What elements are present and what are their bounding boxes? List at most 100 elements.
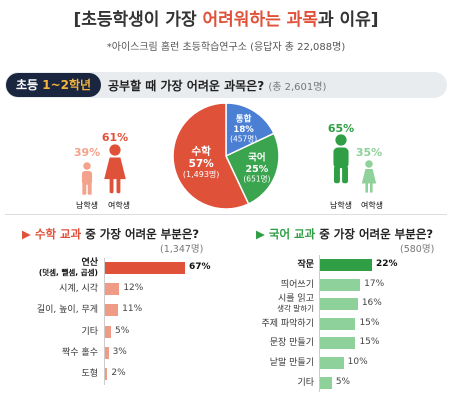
pie-label-수학-pct: 57% bbox=[189, 158, 215, 170]
korean-bar bbox=[320, 278, 361, 291]
math-bar-label-line: 도형 bbox=[81, 369, 98, 379]
math-bar bbox=[105, 304, 119, 317]
korean-axis-line bbox=[319, 255, 320, 393]
math-section-count: (1,347명) bbox=[160, 244, 204, 255]
korean-bar-value: 17% bbox=[364, 278, 385, 289]
math-bar bbox=[105, 262, 185, 274]
pie-label-국어-count: (651명) bbox=[243, 173, 270, 183]
male-right-leg bbox=[87, 183, 92, 195]
section-divider bbox=[5, 214, 447, 215]
math-bar-label-line: 길이, 높이, 무게 bbox=[36, 305, 98, 316]
korean-bar-label-line: 문장 만들기 bbox=[269, 338, 314, 349]
gender-math-group: 61% 39% 남학생 여학생 bbox=[74, 131, 130, 210]
female-left-leg bbox=[365, 182, 368, 193]
male-student-icon bbox=[333, 134, 349, 184]
title-open: [초등학생이 가장 bbox=[73, 10, 203, 30]
grade-badge: 초등 1~2학년 bbox=[6, 73, 102, 97]
pie-label-통합-pct: 18% bbox=[233, 125, 254, 135]
math-title-accent: 수학 교과 bbox=[34, 227, 82, 241]
pie-label-수학-count: (1,493명) bbox=[183, 169, 220, 179]
korean-title-prefix: ▶ bbox=[256, 227, 269, 241]
gender-korean-group: 65% 35% 남학생 여학생 bbox=[328, 122, 383, 210]
korean-bar-label: 작문 bbox=[204, 259, 314, 271]
female-left-leg bbox=[109, 178, 114, 194]
math-bar-label: 연산 (덧셈, 뺄셈, 곱셈) bbox=[0, 258, 98, 278]
math-bar-label-line: 기타 bbox=[81, 326, 98, 337]
gender-korean-female-label: 여학생 bbox=[361, 200, 383, 210]
female-head bbox=[365, 160, 373, 168]
korean-bar-label-line: 띄어쓰기 bbox=[280, 279, 314, 290]
male-head bbox=[335, 134, 347, 146]
pie-slice-국어 bbox=[225, 132, 280, 205]
page-title: [초등학생이 가장 어려워하는 과목과 이유] bbox=[0, 5, 452, 30]
math-bar-label: 도형 bbox=[0, 368, 98, 380]
korean-bar bbox=[320, 317, 356, 330]
male-right-leg bbox=[342, 165, 349, 184]
korean-bar-label-line: 시를 읽고 bbox=[278, 294, 314, 305]
korean-bar-label-line: 주제 파악하기 bbox=[261, 318, 314, 329]
korean-bar-label: 띄어쓰기 bbox=[204, 279, 314, 291]
female-right-leg bbox=[116, 178, 121, 194]
korean-section-count: (580명) bbox=[400, 244, 435, 255]
female-right-leg bbox=[370, 182, 373, 193]
korean-section-title: ▶ 국어 교과 중 가장 어려운 부분은? bbox=[256, 226, 433, 242]
korean-bar-label: 시를 읽고 생각 말하기 bbox=[204, 294, 314, 314]
math-bar-label-line: (덧셈, 뺄셈, 곱셈) bbox=[38, 268, 98, 277]
math-bar-label-line: 시계, 시각 bbox=[59, 284, 98, 295]
grade-question-count: (총 2,601명) bbox=[268, 82, 327, 93]
math-bar-value: 11% bbox=[122, 304, 143, 315]
korean-bar-value: 22% bbox=[376, 259, 398, 269]
korean-bar-label-line: 낱말 만들기 bbox=[269, 358, 314, 368]
korean-bar-label: 주제 파악하기 bbox=[204, 318, 314, 330]
pie-label-통합-name: 통합 bbox=[236, 114, 252, 125]
gender-korean-male-pct: 65% bbox=[328, 122, 354, 135]
female-dress bbox=[104, 157, 126, 180]
pie-label-통합-count: (457명) bbox=[230, 134, 257, 144]
korean-bar-label: 기타 bbox=[204, 377, 314, 389]
math-bar-value: 5% bbox=[114, 325, 130, 336]
math-bar bbox=[105, 283, 120, 296]
korean-bar-value: 5% bbox=[335, 376, 351, 387]
math-axis-line bbox=[104, 258, 105, 386]
korean-bar bbox=[320, 357, 344, 369]
math-bar-label: 기타 bbox=[0, 326, 98, 338]
page-subtitle: *아이스크림 홈런 초등학습연구소 (응답자 총 22,088명) bbox=[106, 42, 346, 53]
math-bar-value: 2% bbox=[111, 368, 126, 378]
math-bar-value: 12% bbox=[123, 283, 144, 294]
pie-label-국어-name: 국어 bbox=[248, 151, 265, 163]
korean-bar-label: 문장 만들기 bbox=[204, 337, 314, 349]
title-accent: 어려워하는 과목 bbox=[202, 10, 318, 30]
math-bar-value: 67% bbox=[189, 262, 211, 272]
korean-bar-label: 낱말 만들기 bbox=[204, 357, 314, 369]
male-torso bbox=[333, 147, 349, 169]
korean-bar bbox=[320, 376, 332, 389]
male-left-leg bbox=[333, 165, 340, 184]
grade-question: 공부할 때 가장 어려운 과목은? (총 2,601명) bbox=[108, 77, 326, 94]
korean-bar-value: 15% bbox=[359, 317, 380, 328]
gender-korean-male-label: 남학생 bbox=[330, 200, 352, 210]
korean-bar-label-line: 작문 bbox=[297, 260, 314, 270]
grade-badge-highlight: 1~2학년 bbox=[42, 78, 92, 92]
korean-bar-label-line: 생각 말하기 bbox=[277, 304, 314, 314]
female-dress bbox=[361, 169, 377, 184]
math-bar bbox=[105, 368, 108, 380]
grade-badge-prefix: 초등 bbox=[16, 78, 43, 92]
korean-bar-value: 16% bbox=[361, 298, 382, 309]
korean-bar-value: 10% bbox=[347, 357, 368, 367]
male-left-leg bbox=[82, 183, 87, 195]
gender-korean-female-pct: 35% bbox=[356, 146, 382, 159]
title-close: 과 이유] bbox=[317, 10, 379, 30]
male-head bbox=[83, 162, 91, 170]
pie-label-국어-pct: 25% bbox=[246, 164, 269, 175]
korean-bar-label-line: 기타 bbox=[297, 377, 314, 388]
korean-bar bbox=[320, 298, 358, 311]
math-bar-label: 길이, 높이, 무게 bbox=[0, 304, 98, 316]
math-title-rest: 중 가장 어려운 부분은? bbox=[81, 227, 200, 241]
pie-slice-통합 bbox=[225, 102, 275, 158]
math-bar bbox=[105, 325, 111, 338]
gender-math-male-label: 남학생 bbox=[76, 200, 98, 210]
male-torso bbox=[81, 171, 93, 185]
math-bar-value: 3% bbox=[112, 346, 127, 357]
korean-bar bbox=[320, 259, 372, 271]
